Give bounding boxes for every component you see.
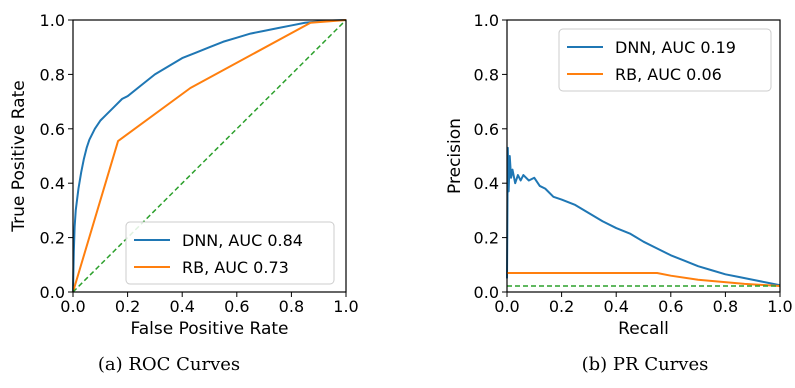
y-tick-label: 0.4 bbox=[40, 174, 65, 193]
chart-caption: (a) ROC Curves bbox=[98, 354, 240, 375]
legend-label: DNN, AUC 0.84 bbox=[182, 231, 303, 250]
x-axis-label: Recall bbox=[618, 319, 669, 339]
y-axis-label: True Positive Rate bbox=[9, 80, 29, 232]
x-tick-label: 1.0 bbox=[767, 297, 792, 316]
plot-frame bbox=[506, 19, 781, 293]
y-tick-label: 0.2 bbox=[40, 229, 65, 248]
y-tick-label: 0.6 bbox=[474, 120, 499, 139]
y-tick-label: 0.0 bbox=[40, 283, 65, 302]
x-axis-label: False Positive Rate bbox=[131, 319, 289, 339]
y-tick-label: 0.8 bbox=[40, 65, 65, 84]
x-tick-label: 0.2 bbox=[115, 297, 140, 316]
chart-0: 0.0 0.2 0.4 0.6 0.8 1.0 0.0 0.2 0.4 0.6 0.8 1.0 Fals… bbox=[9, 11, 359, 375]
legend-label: RB, AUC 0.73 bbox=[182, 258, 289, 277]
x-tick-label: 0.2 bbox=[549, 297, 574, 316]
legend-label: RB, AUC 0.06 bbox=[615, 65, 722, 84]
series-line-0 bbox=[72, 19, 347, 293]
y-tick-label: 0.4 bbox=[474, 174, 499, 193]
y-tick-label: 0.6 bbox=[40, 120, 65, 139]
legend-label: DNN, AUC 0.19 bbox=[615, 38, 736, 57]
x-tick-label: 0.4 bbox=[169, 297, 194, 316]
y-tick-label: 0.2 bbox=[474, 229, 499, 248]
series-line-0 bbox=[506, 146, 781, 287]
legend: DNN, AUC 0.19 RB, AUC 0.06 bbox=[558, 28, 772, 92]
y-tick-label: 1.0 bbox=[40, 11, 65, 30]
plot-frame bbox=[72, 19, 347, 293]
x-tick-label: 0.4 bbox=[603, 297, 628, 316]
y-tick-label: 0.0 bbox=[474, 283, 499, 302]
series-line-1 bbox=[72, 19, 347, 293]
y-axis-label: Precision bbox=[445, 118, 465, 194]
x-tick-label: 0.6 bbox=[224, 297, 249, 316]
x-tick-label: 1.0 bbox=[333, 297, 358, 316]
x-tick-label: 0.0 bbox=[60, 297, 85, 316]
x-tick-label: 0.0 bbox=[494, 297, 519, 316]
x-tick-label: 0.8 bbox=[713, 297, 738, 316]
chart-1: 0.0 0.2 0.4 0.6 0.8 1.0 0.0 0.2 0.4 0.6 0.8 1.0 Reca… bbox=[445, 11, 793, 375]
legend: DNN, AUC 0.84 RB, AUC 0.73 bbox=[125, 221, 335, 285]
baseline-line bbox=[72, 19, 347, 293]
legend-box bbox=[125, 221, 335, 285]
x-tick-label: 0.6 bbox=[658, 297, 683, 316]
y-tick-label: 0.8 bbox=[474, 65, 499, 84]
y-tick-label: 1.0 bbox=[474, 11, 499, 30]
x-tick-label: 0.8 bbox=[279, 297, 304, 316]
chart-caption: (b) PR Curves bbox=[582, 354, 709, 375]
legend-box bbox=[558, 28, 772, 92]
series-line-1 bbox=[507, 271, 781, 288]
